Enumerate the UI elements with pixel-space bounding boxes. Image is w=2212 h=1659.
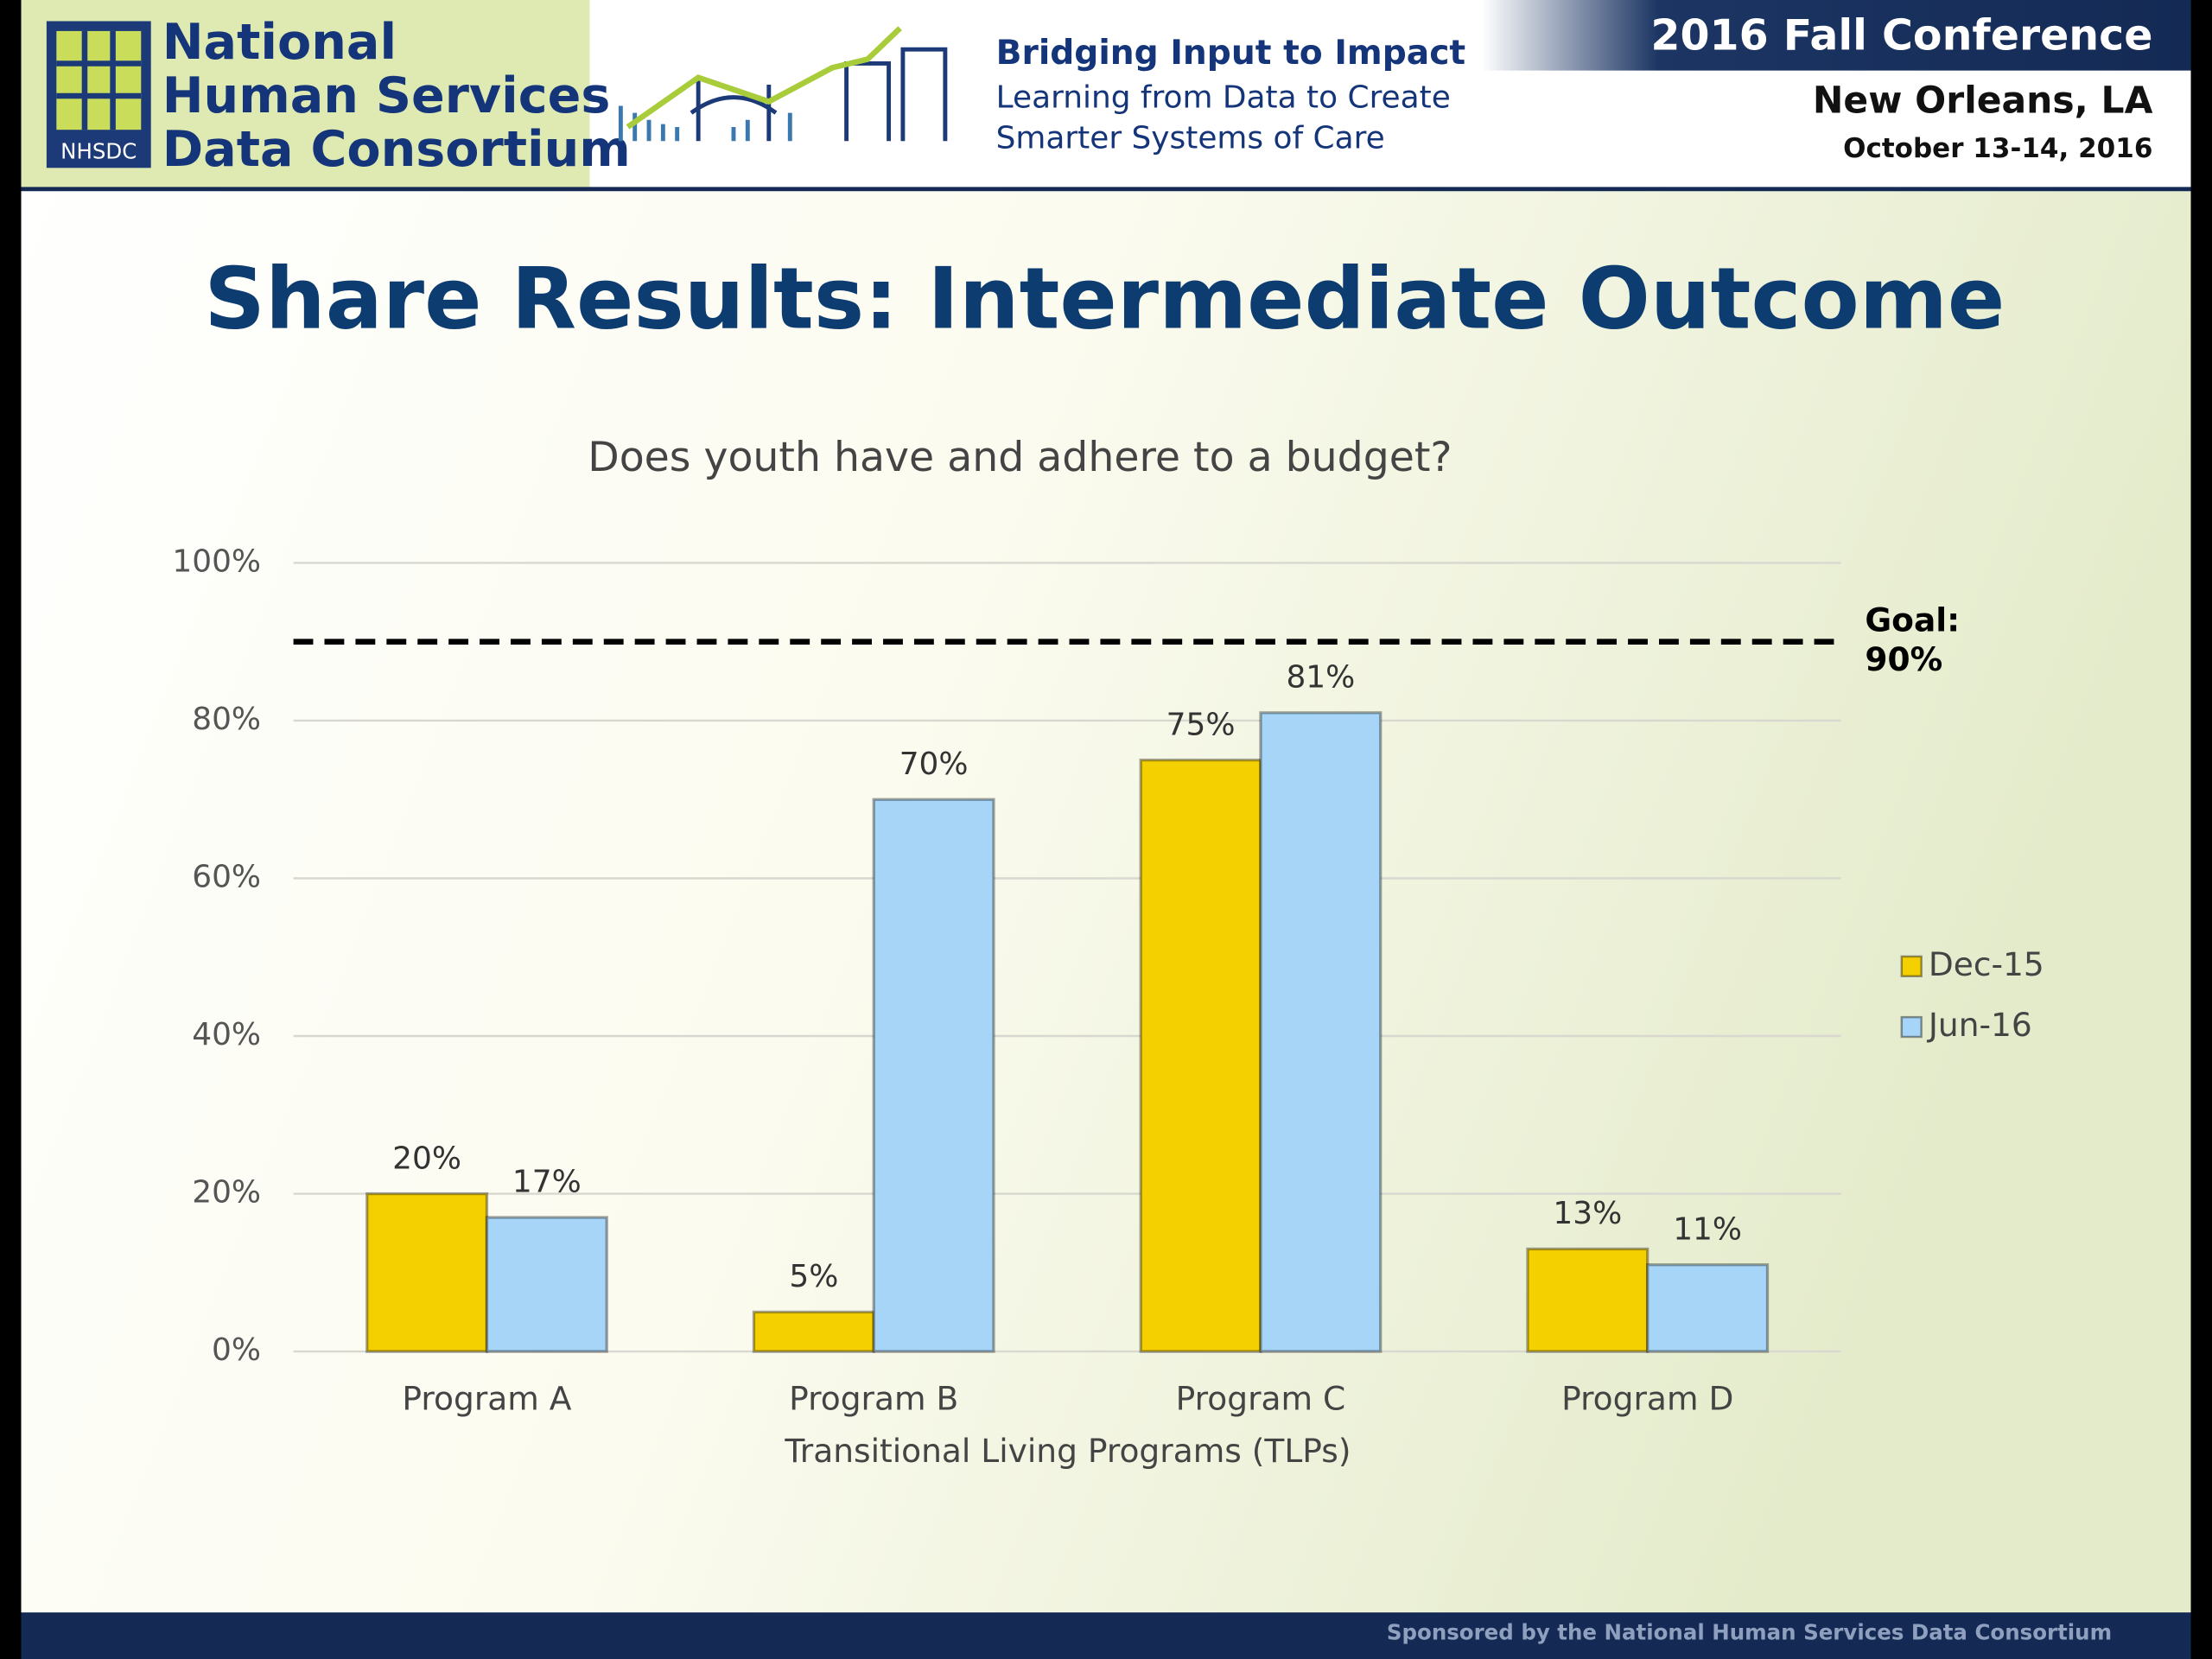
goal-label: Goal: <box>1865 601 1960 639</box>
footer-band <box>21 1612 2191 1659</box>
bar <box>752 1310 875 1353</box>
bar <box>872 798 995 1353</box>
value-label: 13% <box>1553 1196 1622 1231</box>
legend-label: Dec-15 <box>1929 945 2044 983</box>
org-name: Human Services <box>162 67 611 124</box>
value-label: 81% <box>1286 660 1355 696</box>
value-label: 11% <box>1673 1212 1742 1248</box>
y-tick-label: 40% <box>192 1017 261 1052</box>
slide-title: Share Results: Intermediate Outcome <box>204 251 2005 349</box>
dates: October 13-14, 2016 <box>1843 133 2152 164</box>
location: New Orleans, LA <box>1813 80 2153 123</box>
y-tick-label: 80% <box>192 702 261 737</box>
value-label: 20% <box>392 1141 461 1176</box>
y-tick-label: 0% <box>212 1332 261 1368</box>
bar <box>1139 758 1262 1353</box>
x-axis-label: Transitional Living Programs (TLPs) <box>784 1432 1351 1470</box>
value-label: 75% <box>1166 707 1236 742</box>
y-tick-label: 20% <box>192 1175 261 1211</box>
org-name: Data Consortium <box>162 121 631 178</box>
y-tick-label: 60% <box>192 859 261 894</box>
legend-label: Jun-16 <box>1927 1006 2032 1044</box>
bar <box>1646 1263 1770 1353</box>
x-tick-label: Program A <box>402 1380 571 1418</box>
goal-label: 90% <box>1865 640 1942 678</box>
bar <box>1526 1247 1649 1353</box>
slide-background <box>21 0 2191 1659</box>
chart-title: Does youth have and adhere to a budget? <box>588 434 1452 481</box>
chart: 0% 20% 40% 60% 80% 100% Program A 20% 17% Program… <box>172 543 2044 1417</box>
legend-swatch <box>1900 955 1923 978</box>
tagline: Bridging Input to Impact <box>996 34 1466 73</box>
y-tick-label: 100% <box>172 543 261 579</box>
conference: 2016 Fall Conference <box>1650 11 2152 60</box>
footer: Sponsored by the National Human Services… <box>1387 1620 2112 1645</box>
bar <box>1259 711 1382 1353</box>
x-tick-label: Program D <box>1561 1380 1733 1418</box>
bar <box>485 1216 608 1353</box>
value-label: 70% <box>899 747 969 782</box>
x-tick-label: Program C <box>1176 1380 1346 1418</box>
tagline: Smarter Systems of Care <box>996 121 1385 156</box>
value-label: 17% <box>512 1165 582 1200</box>
legend-swatch <box>1900 1015 1923 1039</box>
tagline: Learning from Data to Create <box>996 79 1451 115</box>
conference-band <box>1481 0 2191 71</box>
x-tick-label: Program B <box>789 1380 958 1418</box>
org-name: National <box>162 14 397 71</box>
bar <box>365 1192 489 1353</box>
value-label: 5% <box>789 1259 838 1294</box>
skyline-graphic <box>618 26 948 142</box>
logo-text: NHSDC <box>60 138 137 163</box>
logo <box>46 21 151 168</box>
